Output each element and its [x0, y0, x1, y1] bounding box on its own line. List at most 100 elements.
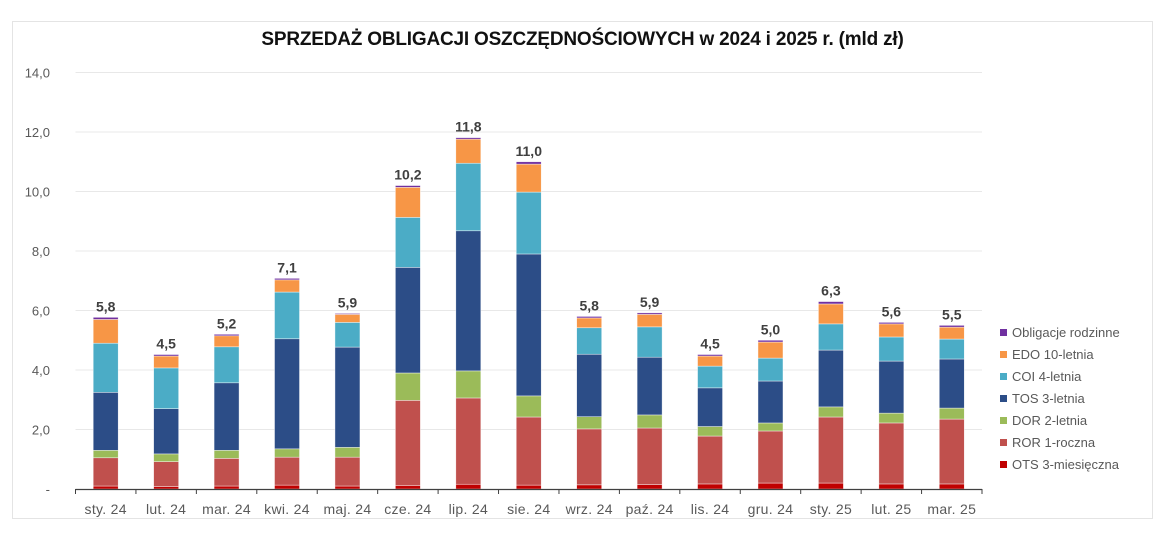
bar-segment-tos	[757, 380, 784, 424]
y-tick-label: 6,0	[32, 304, 50, 319]
total-label: 11,0	[516, 143, 543, 159]
y-tick-label: 12,0	[25, 125, 50, 140]
x-tick-label: lip. 24	[449, 501, 488, 517]
bar-stack	[153, 354, 179, 490]
bar-segment-ots	[576, 484, 602, 490]
bar-stack	[213, 333, 240, 490]
legend-label: DOR 2-letnia	[1012, 412, 1088, 428]
bar-segment-dor	[938, 407, 965, 420]
bar-segment-coi	[92, 342, 119, 393]
bar-segment-ror	[153, 461, 179, 487]
total-label: 5,0	[761, 321, 781, 337]
bar-segment-edo	[878, 323, 905, 338]
bar-stack	[455, 137, 482, 490]
bar-segment-obligacje	[92, 317, 119, 320]
bar-segment-coi	[757, 357, 784, 382]
bar-segment-ror	[576, 428, 602, 486]
bar-segment-coi	[213, 346, 240, 384]
bar-stack	[334, 313, 361, 490]
bar-segment-edo	[697, 355, 723, 367]
bar-segment-dor	[92, 450, 119, 459]
bar-segment-ots	[818, 482, 844, 490]
bar-segment-coi	[274, 291, 300, 340]
bar-segment-dor	[878, 412, 905, 424]
x-tick-label: sty. 24	[85, 501, 127, 517]
total-label: 5,2	[217, 315, 237, 331]
bar-segment-ror	[757, 430, 784, 484]
bar-segment-ror	[697, 435, 723, 485]
bar-segment-tos	[92, 392, 119, 451]
bar-segment-ots	[938, 483, 965, 490]
bar-segment-edo	[92, 319, 119, 344]
bar-segment-coi	[636, 326, 663, 358]
bar-segment-tos	[938, 358, 965, 409]
bar-segment-dor	[515, 395, 542, 418]
total-label: 4,5	[156, 336, 176, 352]
bar-segment-tos	[878, 360, 905, 414]
total-label: 5,9	[640, 294, 660, 310]
legend-label: COI 4-letnia	[1012, 368, 1082, 384]
y-tick-label: 8,0	[32, 244, 50, 259]
bar-segment-edo	[576, 317, 602, 329]
x-tick-label: gru. 24	[748, 501, 794, 517]
bar-stack	[757, 339, 784, 490]
total-label: 7,1	[277, 259, 297, 275]
legend-swatch	[1000, 350, 1007, 358]
bar-stack	[818, 301, 844, 490]
x-tick-label: paź. 24	[626, 501, 674, 517]
bar-segment-ots	[636, 484, 663, 490]
bar-segment-obligacje	[697, 354, 723, 357]
bar-segment-dor	[455, 370, 482, 399]
total-label: 11,8	[455, 119, 482, 135]
bar-segment-tos	[515, 253, 542, 397]
x-tick-label: wrz. 24	[565, 501, 613, 517]
bar-stack	[878, 322, 905, 490]
legend-item: ROR 1-roczna	[1000, 431, 1120, 453]
bar-segment-obligacje	[455, 137, 482, 140]
x-tick-label: mar. 24	[202, 501, 251, 517]
legend-item: Obligacje rodzinne	[1000, 321, 1120, 343]
bar-segment-dor	[818, 406, 844, 418]
bar-segment-coi	[697, 365, 723, 389]
bar-segment-coi	[576, 327, 602, 355]
bar-segment-edo	[274, 279, 300, 293]
bar-stack	[274, 278, 300, 490]
bar-segment-obligacje	[515, 161, 542, 165]
bar-stack	[636, 312, 663, 490]
legend-label: OTS 3-miesięczna	[1012, 456, 1119, 472]
x-axis: sty. 24 lut. 24 mar. 24 kwi. 24 maj. 24 cze. …	[75, 488, 983, 517]
bar-segment-tos	[636, 356, 663, 416]
bar-segment-ror	[636, 427, 663, 485]
bar-segment-dor	[213, 450, 240, 459]
bar-segment-coi	[938, 338, 965, 360]
bar-segment-dor	[153, 453, 179, 462]
bar-segment-ots	[274, 484, 300, 490]
bar-segment-edo	[515, 163, 542, 193]
bar-segment-tos	[274, 338, 300, 450]
bar-segment-ots	[455, 483, 482, 490]
total-label: 5,8	[579, 297, 599, 313]
y-tick-label: 2,0	[32, 423, 50, 438]
bar-segment-ots	[334, 485, 361, 490]
legend-item: EDO 10-letnia	[1000, 343, 1120, 365]
bar-segment-tos	[576, 353, 602, 418]
x-tick-label: lut. 24	[146, 501, 186, 517]
bar-segment-edo	[213, 335, 240, 348]
bar-segment-coi	[818, 323, 844, 351]
chart-title: SPRZEDAŻ OBLIGACJI OSZCZĘDNOŚCIOWYCH w 2…	[261, 29, 904, 50]
x-tick-label: kwi. 24	[264, 501, 310, 517]
bar-segment-ror	[455, 397, 482, 485]
x-tick-label: mar. 25	[927, 501, 976, 517]
bar-segment-dor	[636, 414, 663, 429]
legend-label: EDO 10-letnia	[1012, 346, 1094, 362]
bar-segment-ots	[515, 484, 542, 490]
total-label: 5,6	[882, 303, 902, 319]
legend-item: COI 4-letnia	[1000, 365, 1120, 387]
x-tick-label: lut. 25	[871, 501, 911, 517]
bar-segment-obligacje	[213, 333, 240, 337]
bar-segment-tos	[818, 349, 844, 408]
bar-segment-ror	[395, 400, 421, 486]
bar-segment-ror	[515, 416, 542, 486]
bar-segment-obligacje	[274, 278, 300, 281]
